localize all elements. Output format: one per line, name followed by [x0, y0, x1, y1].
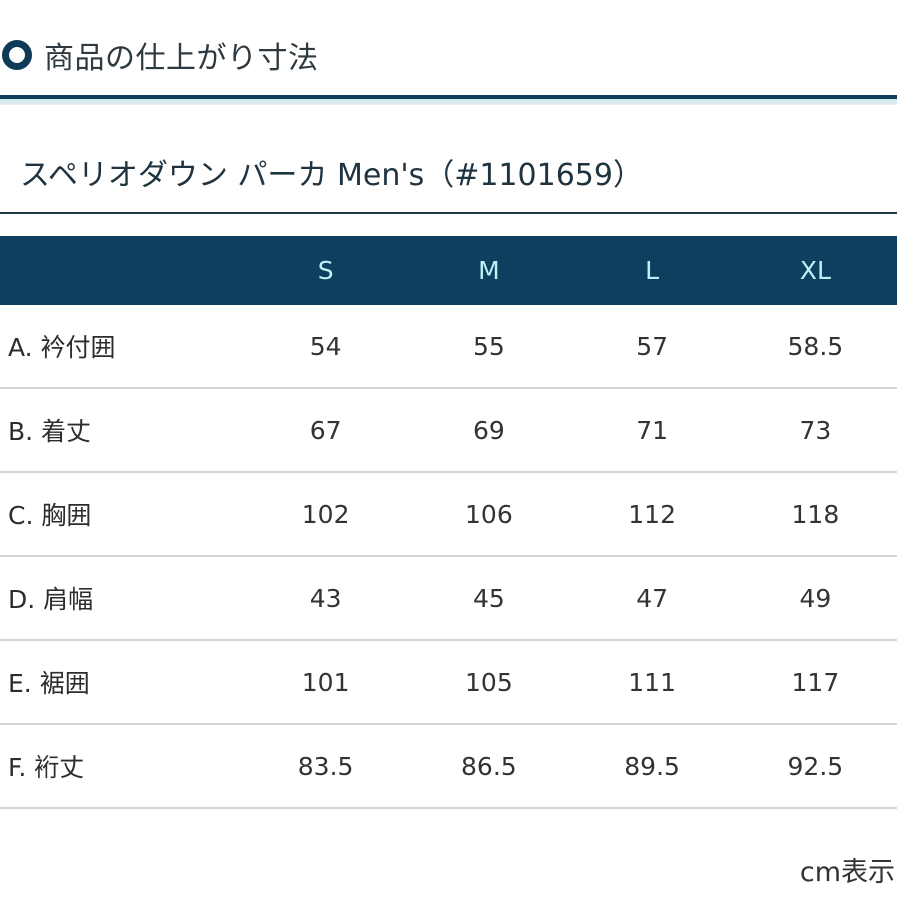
row-label: B. 着丈	[8, 417, 92, 446]
table-cell: 111	[628, 667, 676, 697]
row-label: E. 裾囲	[8, 669, 90, 698]
table-row: C. 胸囲 102 106 112 118	[0, 472, 897, 556]
table-cell: 67	[309, 415, 342, 445]
table-cell: 49	[799, 583, 832, 613]
table-cell: 45	[472, 583, 505, 613]
column-header-m: M	[478, 256, 500, 285]
row-label: F. 裄丈	[8, 753, 85, 782]
column-header-label	[0, 236, 244, 305]
table-cell: 58.5	[787, 331, 844, 361]
table-cell: 92.5	[787, 751, 844, 781]
section-title: 商品の仕上がり寸法	[44, 41, 319, 76]
section-heading: 商品の仕上がり寸法	[0, 30, 319, 80]
row-label: C. 胸囲	[8, 501, 92, 530]
table-cell: 117	[791, 667, 840, 697]
table-cell: 106	[465, 499, 513, 529]
row-label: D. 肩幅	[8, 585, 94, 614]
table-cell: 54	[309, 331, 342, 361]
table-cell: 101	[301, 667, 350, 697]
table-row: A. 衿付囲 54 55 57 58.5	[0, 305, 897, 388]
table-row: D. 肩幅 43 45 47 49	[0, 556, 897, 640]
table-row: B. 着丈 67 69 71 73	[0, 388, 897, 472]
table-cell: 55	[472, 331, 505, 361]
table-cell: 71	[636, 415, 669, 445]
table-cell: 43	[309, 583, 342, 613]
table-cell: 112	[628, 499, 676, 529]
size-table: S M L XL A. 衿付囲 54 55 57 58.5 B. 着丈 67 6…	[0, 236, 897, 809]
table-row: F. 裄丈 83.5 86.5 89.5 92.5	[0, 724, 897, 808]
heading-divider	[0, 95, 897, 99]
table-cell: 86.5	[461, 751, 517, 781]
table-cell: 83.5	[297, 751, 354, 781]
product-divider	[0, 212, 897, 214]
table-cell: 47	[636, 583, 669, 613]
table-row: E. 裾囲 101 105 111 117	[0, 640, 897, 724]
row-label: A. 衿付囲	[8, 333, 116, 362]
table-cell: 89.5	[624, 751, 680, 781]
table-header-row: S M L XL	[0, 236, 897, 305]
heading-divider-shadow	[0, 99, 897, 105]
table-cell: 57	[636, 331, 669, 361]
product-title: スペリオダウン パーカ Men's（#1101659）	[20, 158, 643, 193]
column-header-s: S	[317, 256, 334, 285]
table-cell: 73	[799, 415, 832, 445]
table-cell: 105	[465, 667, 513, 697]
column-header-xl: XL	[799, 256, 831, 285]
table-cell: 102	[301, 499, 350, 529]
ring-icon	[2, 40, 32, 70]
column-header-l: L	[645, 256, 660, 285]
unit-note: cm表示	[799, 857, 895, 888]
table-cell: 118	[791, 499, 840, 529]
table-cell: 69	[472, 415, 505, 445]
